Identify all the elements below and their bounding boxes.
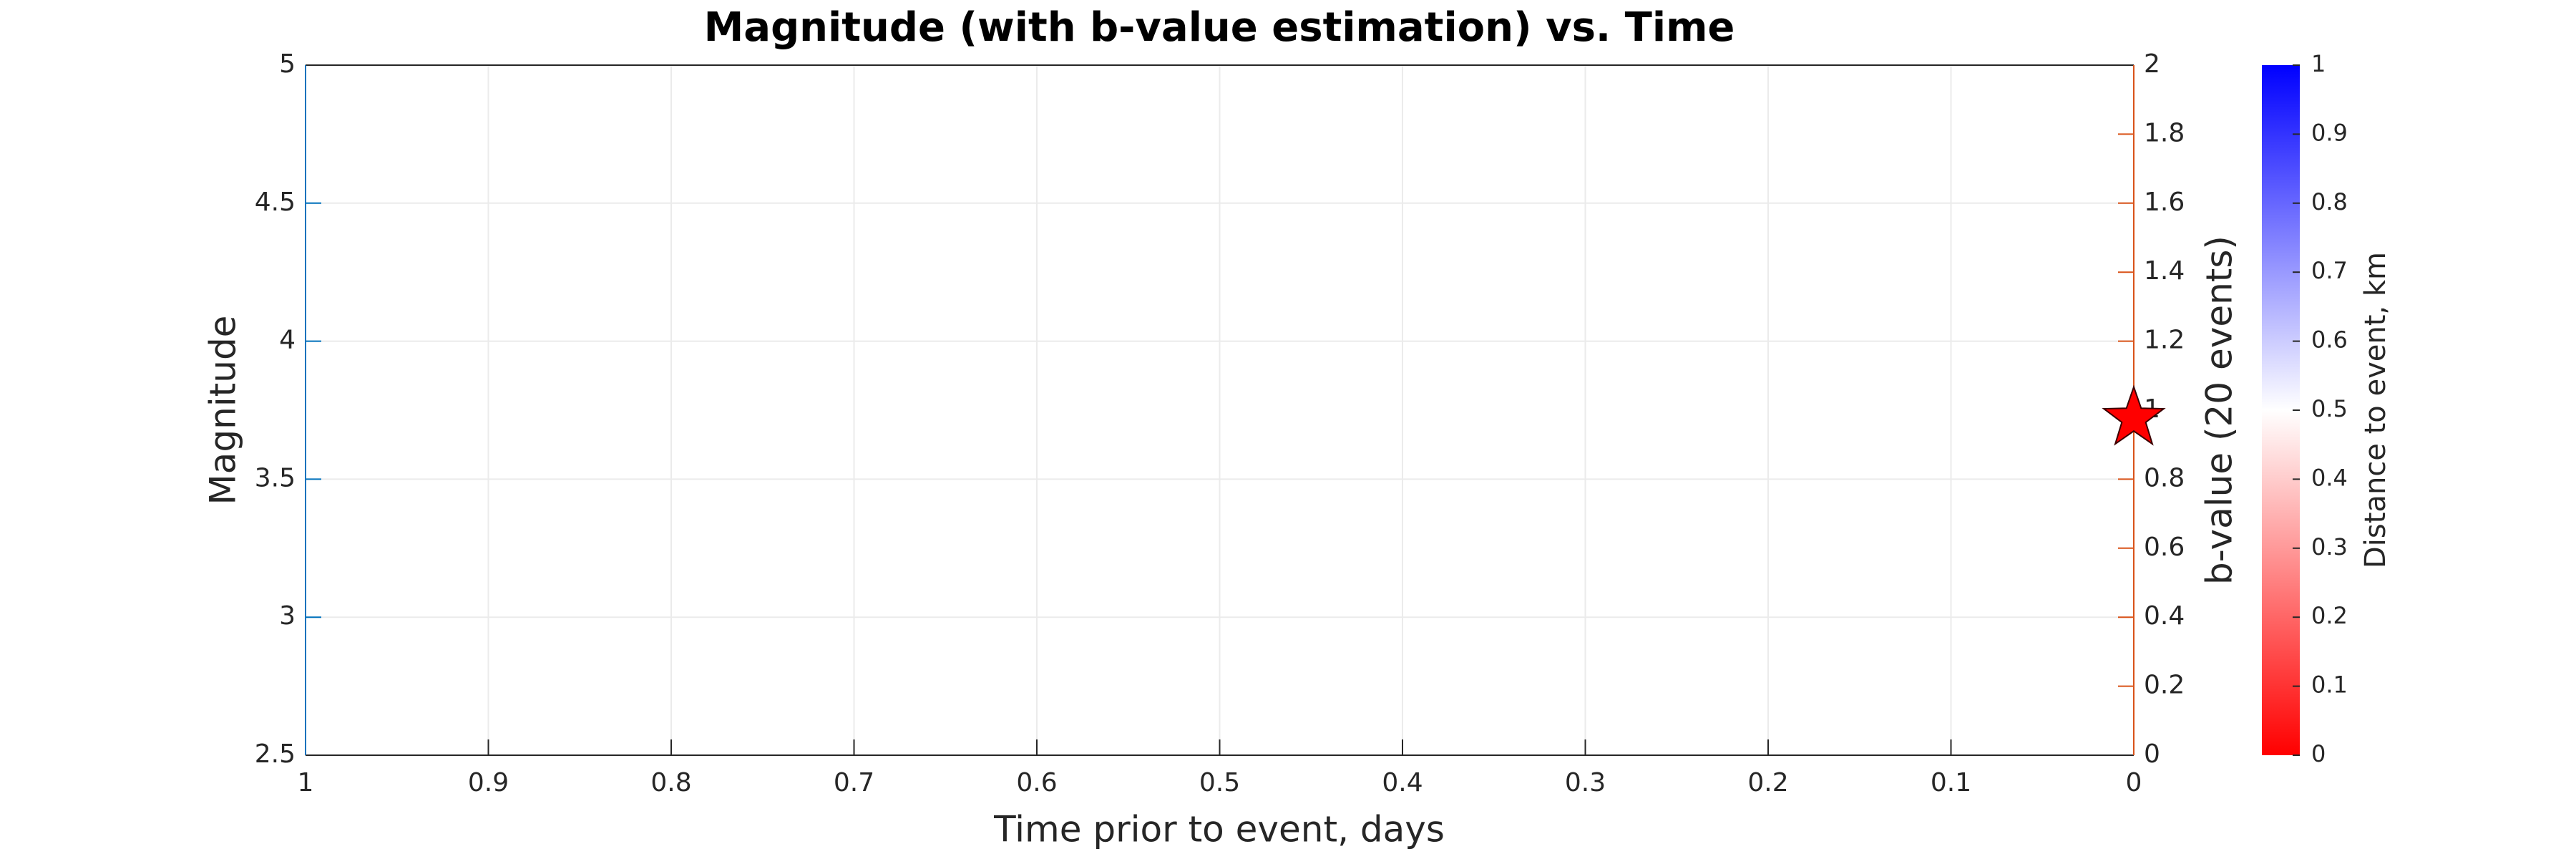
y2-tick-label: 0 <box>2144 739 2160 769</box>
colorbar-tick-label: 0.7 <box>2311 257 2348 284</box>
colorbar-tick-label: 0.8 <box>2311 188 2348 215</box>
chart-title: Magnitude (with b-value estimation) vs. … <box>704 4 1735 51</box>
colorbar-tick-label: 0.2 <box>2311 602 2348 629</box>
x-tick-label: 0.1 <box>1931 768 1971 797</box>
y-tick-label: 4.5 <box>255 188 296 217</box>
y-tick-label: 2.5 <box>255 739 296 769</box>
y2-tick-label: 1.6 <box>2144 188 2185 217</box>
y2-tick-label: 0.6 <box>2144 533 2185 562</box>
y2-tick-label: 0.8 <box>2144 463 2185 492</box>
y2-tick-label: 2 <box>2144 49 2160 79</box>
colorbar-label: Distance to event, km <box>2359 252 2392 568</box>
colorbar-tick-label: 1 <box>2311 50 2326 77</box>
x-tick-label: 0.2 <box>1747 768 1788 797</box>
y2-tick-label: 0.2 <box>2144 671 2185 700</box>
x-tick-label: 0.4 <box>1382 768 1423 797</box>
colorbar-tick-label: 0.4 <box>2311 464 2348 491</box>
x-tick-label: 0 <box>2126 768 2142 797</box>
star-marker <box>2102 384 2166 446</box>
colorbar-tick-label: 0.6 <box>2311 326 2348 354</box>
y-tick-label: 3.5 <box>255 463 296 492</box>
y2-tick-label: 1.8 <box>2144 118 2185 147</box>
x-tick-label: 0.5 <box>1199 768 1240 797</box>
x-axis-label: Time prior to event, days <box>993 809 1445 850</box>
y-axis-label: Magnitude <box>203 316 244 505</box>
colorbar-tick-label: 0.5 <box>2311 395 2348 422</box>
x-tick-label: 0.7 <box>834 768 874 797</box>
x-tick-label: 1 <box>298 768 314 797</box>
y2-tick-label: 1.2 <box>2144 326 2185 355</box>
x-tick-label: 0.9 <box>468 768 509 797</box>
colorbar-tick-label: 0 <box>2311 740 2326 767</box>
y-tick-label: 3 <box>279 601 296 631</box>
x-tick-label: 0.6 <box>1016 768 1057 797</box>
colorbar-tick-label: 0.1 <box>2311 671 2348 699</box>
colorbar-tick-label: 0.9 <box>2311 119 2348 146</box>
y2-axis-label: b-value (20 events) <box>2199 236 2240 585</box>
y2-tick-label: 0.4 <box>2144 601 2185 631</box>
x-tick-label: 0.3 <box>1565 768 1606 797</box>
y-tick-label: 4 <box>279 326 296 355</box>
x-tick-label: 0.8 <box>650 768 691 797</box>
y-tick-label: 5 <box>279 49 296 79</box>
colorbar-tick-label: 0.3 <box>2311 533 2348 560</box>
y2-tick-label: 1.4 <box>2144 256 2185 286</box>
